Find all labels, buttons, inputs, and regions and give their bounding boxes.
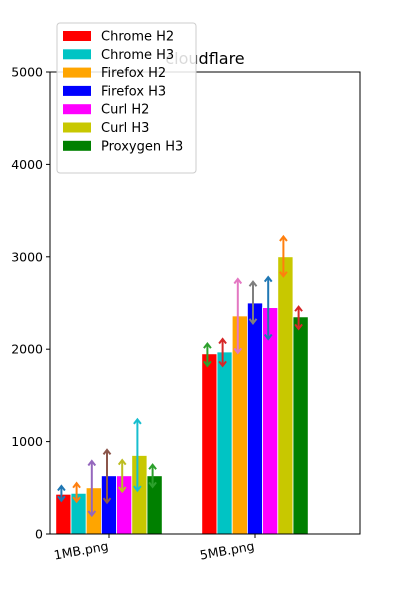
y-tick-label: 0 [35, 527, 43, 542]
error-bar-arrow-top [133, 417, 142, 425]
bar [55, 493, 72, 535]
legend-item: Chrome H2 [63, 30, 174, 45]
legend-swatch [63, 67, 91, 78]
legend-label: Curl H2 [101, 103, 149, 118]
error-bar [263, 275, 273, 341]
legend-swatch [63, 122, 91, 133]
error-bar-arrow-top [117, 458, 127, 466]
legend-label: Chrome H2 [101, 30, 174, 45]
error-bar-arrow-top [102, 448, 112, 456]
y-tick-label: 1000 [11, 434, 43, 449]
error-bar-arrow-bottom [248, 318, 258, 325]
error-bar-arrow-bottom [72, 496, 81, 504]
legend-item: Curl H3 [63, 121, 149, 136]
x-tick-label: 1MB.png [53, 538, 110, 562]
legend-item: Firefox H2 [63, 66, 166, 81]
error-bar-arrow-top [294, 305, 303, 312]
marks-layer [55, 234, 309, 535]
error-bar-arrow-top [218, 337, 227, 345]
bar [277, 256, 294, 535]
error-bar [148, 463, 157, 489]
error-bar-arrow-top [57, 484, 66, 492]
error-bar-arrow-bottom [133, 485, 142, 493]
bar [262, 307, 279, 535]
legend-box [56, 22, 197, 174]
error-bar-arrow-bottom [87, 510, 97, 518]
error-bar-arrow-bottom [117, 486, 127, 494]
error-bar [233, 277, 243, 355]
error-bar-arrow-top [87, 459, 97, 467]
legend-item: Chrome H3 [63, 48, 174, 63]
error-bar-arrow-bottom [57, 495, 66, 503]
y-tick-label: 5000 [11, 65, 43, 80]
legend-label: Firefox H2 [101, 66, 166, 81]
error-bar [72, 481, 81, 504]
error-bar-arrow-top [248, 280, 258, 287]
legend-swatch [63, 49, 91, 60]
y-tick-label: 3000 [11, 249, 43, 264]
bar [201, 353, 218, 535]
bar [131, 455, 148, 535]
bar [116, 475, 133, 535]
bar [101, 475, 118, 535]
legend-swatch [63, 85, 91, 96]
error-bar-arrow-bottom [203, 360, 212, 368]
error-bar-arrow-top [148, 463, 157, 470]
y-tick-label: 4000 [11, 157, 43, 172]
legend-item: Firefox H3 [63, 84, 166, 99]
error-bar [279, 234, 288, 278]
bar [216, 351, 233, 535]
error-bar [87, 459, 97, 518]
error-bar [294, 305, 303, 331]
error-bar-arrow-bottom [148, 481, 157, 489]
legend-label: Chrome H3 [101, 48, 174, 63]
error-bar [117, 458, 127, 494]
error-bar [248, 280, 258, 325]
bar [292, 316, 309, 535]
error-bar-arrow-bottom [263, 333, 273, 341]
legend: Chrome H2 Chrome H3 Firefox H2 Firefox H3 Cu… [56, 22, 197, 174]
y-tick-label: 2000 [11, 342, 43, 357]
legend-item: Curl H2 [63, 103, 149, 118]
legend-label: Curl H3 [101, 121, 149, 136]
legend-item: Proxygen H3 [63, 139, 183, 154]
error-bar-arrow-bottom [218, 360, 227, 368]
error-bar-arrow-top [72, 481, 81, 489]
bar [246, 302, 263, 535]
error-bar-arrow-top [203, 342, 212, 349]
error-bar [57, 484, 66, 503]
error-bar [102, 448, 112, 505]
plot-frame [49, 71, 361, 535]
error-bar-arrow-bottom [102, 497, 112, 505]
error-bar-arrow-bottom [294, 323, 303, 331]
error-bar [133, 417, 142, 493]
error-bar-arrow-bottom [279, 271, 288, 278]
legend-label: Proxygen H3 [101, 139, 183, 154]
legend-label: Firefox H3 [101, 84, 166, 99]
error-bar-arrow-bottom [233, 347, 243, 355]
error-bar-arrow-top [279, 234, 288, 242]
error-bar-arrow-top [233, 277, 243, 285]
error-bar [203, 342, 212, 368]
error-bar [218, 337, 227, 368]
legend-swatch [63, 140, 91, 151]
legend-swatch [63, 31, 91, 41]
legend-swatch [63, 104, 91, 115]
x-tick-label: 5MB.png [199, 538, 256, 562]
error-bar-arrow-top [263, 275, 273, 283]
